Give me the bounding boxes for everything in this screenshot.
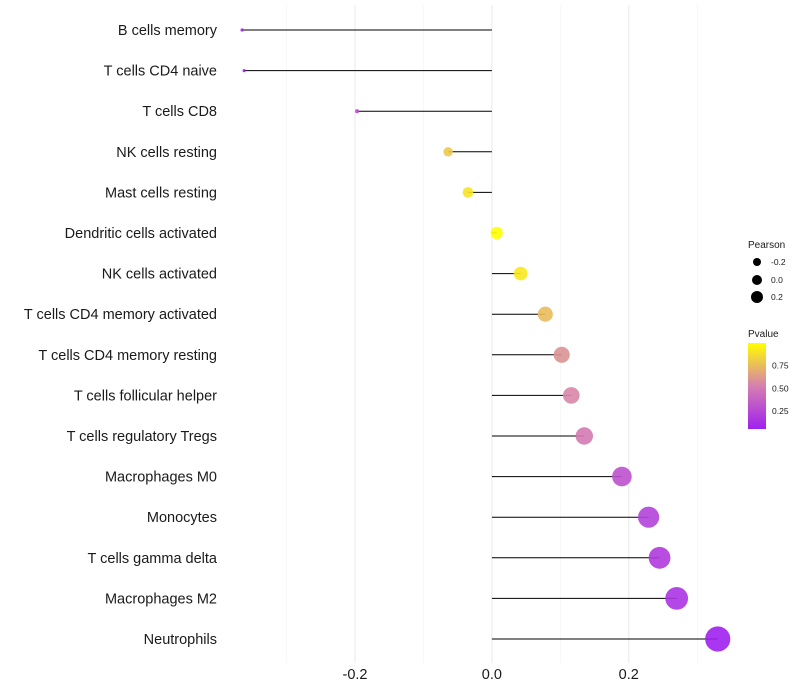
lollipop-point [240, 28, 244, 32]
category-labels: B cells memory T cells CD4 naive T cells C… [24, 23, 218, 648]
lollipop-segments [242, 29, 718, 640]
category-label: Macrophages M0 [105, 470, 217, 486]
category-label: Neutrophils [144, 632, 217, 648]
grid-lines [286, 5, 698, 663]
size-legend-dot [753, 258, 761, 266]
category-label: T cells CD4 memory activated [24, 307, 217, 323]
category-label: B cells memory [118, 23, 218, 39]
color-legend-label: 0.50 [772, 383, 789, 393]
category-label: Mast cells resting [105, 185, 217, 201]
lollipop-points [240, 28, 731, 652]
lollipop-point [638, 506, 660, 528]
category-label: T cells regulatory Tregs [67, 429, 217, 445]
category-label: T cells CD4 memory resting [38, 348, 217, 364]
color-legend-bar [748, 343, 766, 429]
category-label: Macrophages M2 [105, 591, 217, 607]
size-legend: -0.2 0.0 0.2 [751, 257, 786, 303]
size-legend-label: 0.0 [771, 275, 783, 285]
category-label: T cells CD4 naive [104, 64, 217, 80]
lollipop-point [462, 187, 474, 198]
category-label: T cells follicular helper [74, 388, 217, 404]
lollipop-point [562, 387, 580, 404]
lollipop-point [575, 427, 593, 445]
lollipop-point [355, 109, 360, 114]
size-legend-dot [751, 291, 763, 303]
category-label: NK cells activated [102, 267, 217, 283]
legend: Pearson -0.2 0.0 0.2 Pvalue 0.75 0.50 0.25 [748, 240, 789, 429]
color-legend-label: 0.75 [772, 361, 789, 371]
size-legend-title: Pearson [748, 240, 785, 251]
x-tick-label: 0.2 [619, 667, 639, 683]
category-label: Dendritic cells activated [65, 226, 217, 242]
color-legend: 0.75 0.50 0.25 [766, 361, 789, 416]
size-legend-label: 0.2 [771, 292, 783, 302]
size-legend-dot [752, 275, 762, 285]
x-tick-label: -0.2 [343, 667, 368, 683]
lollipop-point [513, 266, 528, 281]
category-label: T cells gamma delta [88, 551, 218, 567]
lollipop-point [242, 69, 246, 73]
category-label: T cells CD8 [142, 104, 217, 120]
x-tick-label: 0.0 [482, 667, 502, 683]
lollipop-point [705, 626, 731, 652]
lollipop-point [665, 587, 689, 610]
size-legend-label: -0.2 [771, 257, 786, 267]
lollipop-point [612, 466, 632, 487]
lollipop-point [648, 546, 671, 569]
lollipop-point [537, 306, 553, 322]
lollipop-point [443, 147, 453, 157]
lollipop-point [490, 226, 503, 240]
color-legend-label: 0.25 [772, 406, 789, 416]
category-label: NK cells resting [116, 145, 217, 161]
category-label: Monocytes [147, 510, 217, 526]
lollipop-point [553, 346, 570, 363]
x-axis-tick-labels: -0.2 0.0 0.2 [343, 667, 639, 683]
color-legend-title: Pvalue [748, 329, 779, 340]
